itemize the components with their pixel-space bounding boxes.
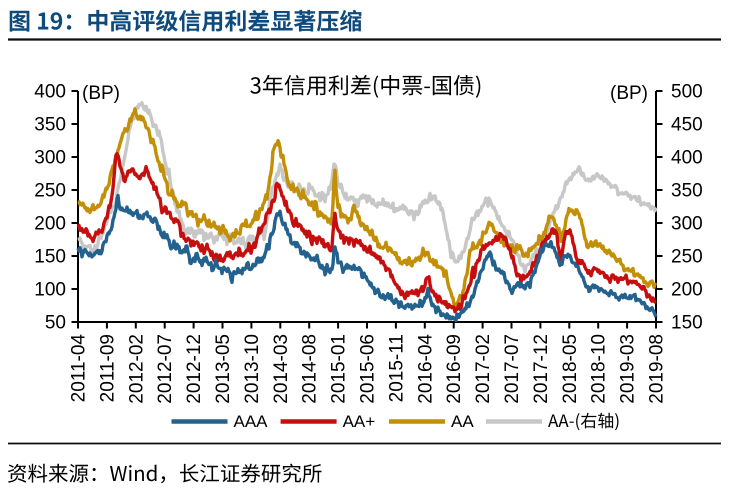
svg-text:2016-09: 2016-09: [444, 334, 465, 404]
svg-text:2015-06: 2015-06: [358, 334, 379, 404]
svg-text:250: 250: [671, 247, 703, 268]
svg-text:500: 500: [671, 82, 703, 103]
svg-text:(BP): (BP): [82, 83, 120, 104]
svg-text:400: 400: [34, 82, 66, 103]
svg-text:300: 300: [671, 214, 703, 235]
svg-text:2013-05: 2013-05: [213, 334, 234, 404]
svg-text:2011-09: 2011-09: [97, 334, 118, 402]
svg-text:2018-05: 2018-05: [560, 334, 581, 404]
svg-text:2019-03: 2019-03: [618, 334, 639, 404]
svg-text:2012-07: 2012-07: [155, 334, 176, 404]
svg-text:50: 50: [45, 313, 66, 334]
svg-text:350: 350: [34, 115, 66, 136]
svg-text:2012-02: 2012-02: [126, 334, 147, 404]
svg-text:100: 100: [34, 280, 66, 301]
svg-text:300: 300: [34, 148, 66, 169]
svg-text:400: 400: [671, 148, 703, 169]
svg-text:2013-10: 2013-10: [242, 334, 263, 404]
svg-text:2016-04: 2016-04: [415, 334, 436, 404]
svg-text:2012-12: 2012-12: [184, 334, 205, 404]
svg-text:2011-04: 2011-04: [69, 334, 90, 403]
svg-text:AA: AA: [451, 412, 474, 431]
svg-text:2017-07: 2017-07: [502, 334, 523, 404]
svg-text:450: 450: [671, 115, 703, 136]
svg-text:200: 200: [34, 214, 66, 235]
svg-text:AA+: AA+: [343, 412, 376, 431]
svg-text:2018-10: 2018-10: [589, 334, 610, 404]
svg-text:2014-03: 2014-03: [271, 334, 292, 404]
svg-text:150: 150: [671, 313, 703, 334]
svg-text:250: 250: [34, 181, 66, 202]
svg-text:AAA: AAA: [234, 412, 269, 431]
svg-text:2015-01: 2015-01: [329, 334, 350, 404]
svg-text:2019-08: 2019-08: [647, 334, 668, 404]
svg-text:(BP): (BP): [610, 83, 648, 104]
svg-text:150: 150: [34, 247, 66, 268]
svg-text:2017-12: 2017-12: [531, 334, 552, 404]
svg-text:2017-02: 2017-02: [473, 334, 494, 404]
svg-text:350: 350: [671, 181, 703, 202]
svg-text:2014-08: 2014-08: [300, 334, 321, 404]
svg-text:200: 200: [671, 280, 703, 301]
svg-text:2015-11: 2015-11: [386, 334, 407, 402]
